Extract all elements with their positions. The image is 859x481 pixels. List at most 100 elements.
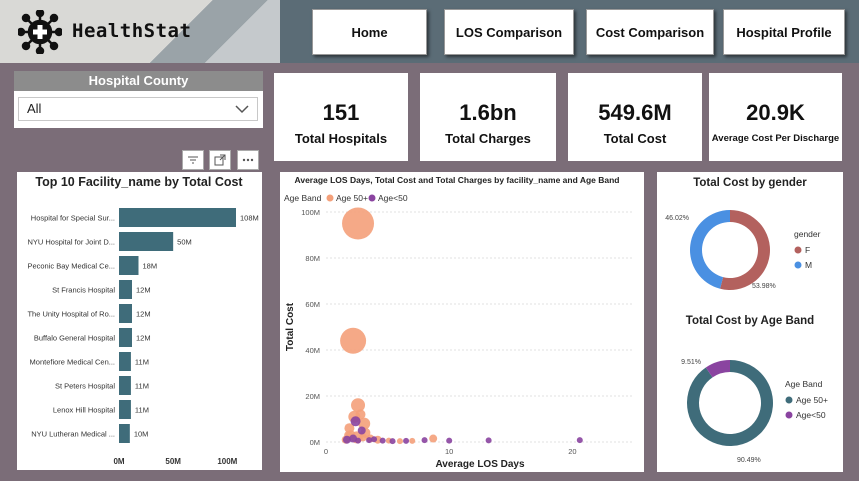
legend-marker: [326, 194, 334, 202]
bar-data-label: 12M: [136, 310, 151, 319]
bar-data-label: 108M: [240, 214, 259, 223]
bar-chart-panel: Top 10 Facility_name by Total Cost Hospi…: [17, 172, 262, 470]
gender-chart-title: Total Cost by gender: [693, 177, 807, 189]
scatter-point: [446, 437, 453, 444]
scatter-point: [342, 435, 351, 444]
donut-data-label: 53.98%: [752, 283, 776, 290]
ageband-chart-title: Total Cost by Age Band: [686, 315, 814, 327]
donut-data-label: 9.51%: [681, 359, 701, 366]
y-tick-label: 80M: [305, 254, 320, 263]
kpi-value: 20.9K: [746, 100, 805, 125]
legend-label: F: [805, 245, 810, 255]
x-tick-label: 10: [445, 447, 453, 456]
scatter-point: [366, 437, 373, 444]
scatter-point: [340, 327, 367, 354]
scatter-point: [403, 437, 410, 444]
bar-chart-svg: Top 10 Facility_name by Total Cost Hospi…: [27, 175, 259, 466]
x-tick-label: 0M: [113, 457, 124, 466]
bar-category-label: Montefiore Medical Cen...: [30, 358, 115, 367]
scatter-point: [576, 437, 583, 444]
slicer-selected-value: All: [27, 101, 42, 116]
nav-cost-comparison-button[interactable]: Cost Comparison: [586, 9, 714, 55]
bar-data-label: 18M: [143, 262, 158, 271]
bar: [119, 376, 131, 395]
scatter-point: [379, 437, 386, 444]
bar-category-label: St Francis Hospital: [52, 286, 115, 295]
kpi-label: Average Cost Per Discharge: [711, 133, 840, 144]
bar-chart-title: Top 10 Facility_name by Total Cost: [35, 175, 243, 189]
y-tick-label: 100M: [301, 208, 320, 217]
bar: [119, 400, 131, 419]
legend-label: Age 50+: [796, 395, 828, 405]
bar: [119, 208, 236, 227]
legend-title: gender: [794, 229, 821, 239]
bar-data-label: 10M: [134, 430, 149, 439]
scatter-point: [355, 437, 362, 444]
nav-los-comparison-button[interactable]: LOS Comparison: [444, 9, 574, 55]
bar: [119, 304, 132, 323]
y-tick-label: 60M: [305, 300, 320, 309]
bar: [119, 424, 130, 443]
nav-hospital-profile-button[interactable]: Hospital Profile: [723, 9, 845, 55]
legend-label: Age<50: [378, 193, 408, 203]
hospital-county-slicer: Hospital County All: [14, 71, 263, 128]
ageband-donut-svg: Total Cost by Age Band Age Band Age 50+ Ag…: [681, 315, 828, 464]
bar-data-label: 11M: [135, 382, 149, 391]
nav-home-button[interactable]: Home: [312, 9, 427, 55]
donut-slice: [705, 360, 730, 378]
bar-category-label: Lenox Hill Hospital: [53, 406, 115, 415]
focus-mode-icon[interactable]: [209, 150, 231, 170]
kpi-label: Total Hospitals: [294, 131, 388, 146]
donut-data-label: 90.49%: [737, 457, 761, 464]
y-tick-label: 40M: [305, 346, 320, 355]
scatter-chart-panel: Average LOS Days, Total Cost and Total C…: [280, 172, 644, 472]
kpi-label: Total Charges: [445, 131, 531, 146]
donut-slice: [690, 210, 730, 289]
scatter-chart-svg: Average LOS Days, Total Cost and Total C…: [284, 175, 634, 470]
bar-data-label: 11M: [135, 358, 149, 367]
scatter-point: [396, 438, 403, 445]
scatter-point: [389, 438, 396, 445]
bar: [119, 328, 132, 347]
scatter-point: [342, 207, 375, 240]
bar-data-label: 12M: [136, 334, 151, 343]
more-options-icon[interactable]: [237, 150, 259, 170]
hospital-county-dropdown[interactable]: All: [18, 97, 258, 121]
legend-label: M: [805, 260, 812, 270]
bar-data-label: 12M: [136, 286, 151, 295]
scatter-point: [429, 434, 438, 443]
kpi-value: 1.6bn: [459, 100, 517, 125]
legend-marker: [785, 396, 793, 404]
gender-donut-panel: Total Cost by gender gender F M 53.98% 46.02…: [657, 172, 843, 302]
x-tick-label: 50M: [165, 457, 181, 466]
bar: [119, 256, 139, 275]
slicer-title: Hospital County: [14, 71, 263, 91]
donut-slice: [720, 210, 770, 290]
chevron-down-icon: [235, 105, 249, 114]
scatter-point: [351, 398, 366, 413]
kpi-value: 549.6M: [598, 100, 672, 125]
bar-category-label: Buffalo General Hospital: [34, 334, 115, 343]
bar-category-label: Hospital for Special Sur...: [31, 214, 115, 223]
y-axis-title: Total Cost: [285, 302, 296, 351]
scatter-point: [357, 426, 366, 435]
bar-data-label: 50M: [177, 238, 192, 247]
legend-title: Age Band: [785, 379, 823, 389]
bar-category-label: NYU Lutheran Medical ...: [31, 430, 115, 439]
kpi-value: 151: [322, 100, 360, 125]
scatter-chart-title: Average LOS Days, Total Cost and Total C…: [295, 175, 620, 185]
x-tick-label: 20: [568, 447, 576, 456]
donut-data-label: 46.02%: [665, 215, 689, 222]
kpi-card-total-cost: 549.6M Total Cost: [568, 73, 702, 161]
scatter-point: [371, 436, 378, 443]
legend-label: Age 50+: [336, 193, 368, 203]
health-logo-icon: [18, 10, 62, 54]
x-axis-title: Average LOS Days: [435, 459, 525, 470]
y-tick-label: 20M: [305, 392, 320, 401]
bar-category-label: The Unity Hospital of Ro...: [27, 310, 115, 319]
legend-marker: [794, 261, 802, 269]
bar-data-label: 11M: [135, 406, 149, 415]
ageband-donut-panel: Total Cost by Age Band Age Band Age 50+ Ag…: [657, 302, 843, 472]
filter-icon[interactable]: [182, 150, 204, 170]
logo-area: HealthStat: [0, 0, 280, 63]
